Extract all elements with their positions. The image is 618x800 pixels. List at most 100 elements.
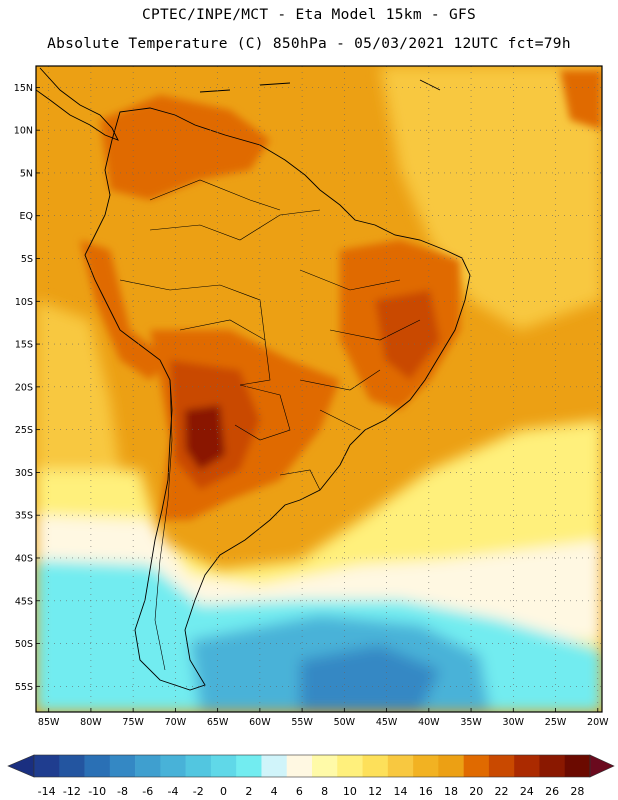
lon-tick-label: 70W <box>165 717 187 728</box>
colorbar-swatch <box>160 755 186 777</box>
caribbean-islands <box>199 79 441 93</box>
lat-tick-label: 15N <box>14 83 33 94</box>
border-peru-bolivia <box>119 279 266 341</box>
colorbar-label: 28 <box>570 785 584 798</box>
lon-tick-label: 75W <box>122 717 144 728</box>
lon-tick-label: 35W <box>460 717 482 728</box>
lat-tick-label: 5N <box>20 168 33 179</box>
central-america-coastline <box>36 67 119 141</box>
colorbar-swatch <box>59 755 85 777</box>
colorbar-swatch <box>84 755 111 777</box>
coastlines <box>36 67 471 691</box>
lat-tick-label: 10S <box>15 297 33 308</box>
colorbar-swatch <box>312 755 338 777</box>
colorbar-swatch <box>514 755 540 777</box>
lon-tick-label: 50W <box>334 717 356 728</box>
lon-tick-label: 65W <box>207 717 229 728</box>
colorbar-label: -2 <box>193 785 204 798</box>
colorbar-swatch <box>210 755 237 777</box>
lat-tick-label: 20S <box>15 382 33 393</box>
lon-tick-label: 55W <box>291 717 313 728</box>
colorbar-swatch <box>337 755 363 777</box>
colorbar-label: 14 <box>393 785 407 798</box>
latitude-axis: 15N 10N 5N EQ 5S 10S 15S 20S 25S 30S 35S 40S 45S 50S 5… <box>14 83 40 693</box>
colorbar-swatch <box>438 755 464 777</box>
lon-tick-label: 40W <box>418 717 440 728</box>
colorbar-swatch <box>34 755 60 777</box>
colorbar-label: 20 <box>469 785 483 798</box>
field-hot-far-east <box>560 70 602 130</box>
colorbar-label: -6 <box>142 785 153 798</box>
colorbar-swatch <box>185 755 212 777</box>
colorbar-extend-high <box>589 754 615 778</box>
colorbar-label: 22 <box>495 785 509 798</box>
colorbar-swatch <box>463 755 490 777</box>
colorbar-swatch <box>135 755 161 777</box>
lon-tick-label: 25W <box>545 717 567 728</box>
field-hot-north <box>100 95 270 200</box>
temperature-field <box>36 66 602 712</box>
field-mild-pacific <box>36 300 120 520</box>
colorbar-label: 12 <box>368 785 382 798</box>
colorbar-swatch <box>286 755 313 777</box>
border-brazil-states <box>299 269 421 431</box>
colorbar-label: 0 <box>220 785 227 798</box>
field-colder-core <box>300 645 440 712</box>
south-america-coastline <box>84 107 471 691</box>
graticule <box>36 66 602 712</box>
colorbar-swatch <box>236 755 262 777</box>
colorbar-label: 26 <box>545 785 559 798</box>
colorbar-label: -4 <box>168 785 179 798</box>
map-frame <box>35 65 603 713</box>
lat-tick-label: 25S <box>15 425 33 436</box>
lat-tick-label: EQ <box>20 211 33 222</box>
lon-tick-label: 45W <box>376 717 398 728</box>
colorbar-label: 16 <box>419 785 433 798</box>
field-hottest-core <box>185 405 225 470</box>
lat-tick-label: 10N <box>14 126 33 137</box>
border-venezuela <box>149 179 281 211</box>
lat-tick-label: 5S <box>21 254 33 265</box>
colorbar-swatch <box>488 755 515 777</box>
longitude-axis: 85W 80W 75W 70W 65W 60W 55W 50W 45W 40W 35W 30W 25W 2… <box>38 708 609 728</box>
colorbar-label: 6 <box>296 785 303 798</box>
field-mild-east <box>380 66 602 330</box>
map-title-line2: Absolute Temperature (C) 850hPa - 05/03/… <box>47 36 571 52</box>
colorbar-extend-low <box>7 754 35 778</box>
lat-tick-label: 50S <box>15 639 33 650</box>
border-paraguay <box>234 384 291 441</box>
map-title-line1: CPTEC/INPE/MCT - Eta Model 15km - GFS <box>141 7 477 23</box>
colorbar-label: 2 <box>245 785 252 798</box>
colorbar-swatch <box>539 755 566 777</box>
colorbar-swatch <box>362 755 389 777</box>
lon-tick-label: 20W <box>587 717 609 728</box>
field-hotter-ne <box>375 290 440 380</box>
colorbar-swatch <box>109 755 136 777</box>
lon-tick-label: 30W <box>503 717 525 728</box>
colorbar-swatch <box>387 755 414 777</box>
colorbar-label: -10 <box>88 785 106 798</box>
border-chile-argentina <box>154 379 173 671</box>
lat-tick-label: 30S <box>15 468 33 479</box>
lon-tick-label: 80W <box>80 717 102 728</box>
colorbar-label: -14 <box>38 785 56 798</box>
colorbar-label: 18 <box>444 785 458 798</box>
colorbar-label: 10 <box>343 785 357 798</box>
lat-tick-label: 15S <box>15 340 33 351</box>
colorbar-swatch <box>413 755 439 777</box>
country-borders <box>119 179 421 671</box>
lat-tick-label: 40S <box>15 553 33 564</box>
colorbar-label: -12 <box>63 785 81 798</box>
colorbar-label: 24 <box>520 785 534 798</box>
colorbar-label: 8 <box>321 785 328 798</box>
border-brazil-north <box>149 209 321 241</box>
border-uruguay <box>279 469 321 491</box>
lat-tick-label: 55S <box>15 682 33 693</box>
lat-tick-label: 35S <box>15 511 33 522</box>
colorbar-label: 4 <box>271 785 278 798</box>
lon-tick-label: 85W <box>38 717 60 728</box>
colorbar-swatch <box>564 755 591 777</box>
border-bolivia-brazil <box>179 319 271 386</box>
field-hot-andes <box>80 240 170 380</box>
